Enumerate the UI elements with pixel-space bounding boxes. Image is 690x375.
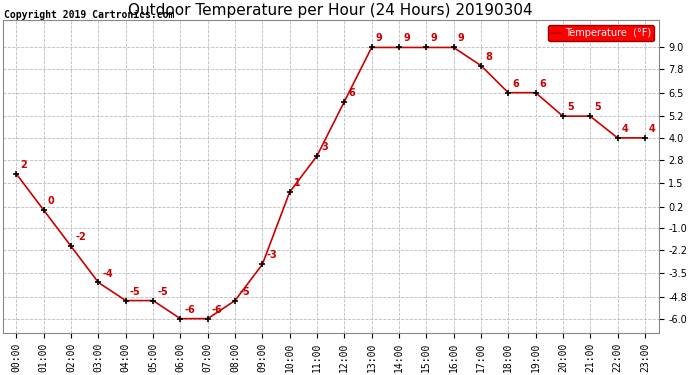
Text: -6: -6 xyxy=(184,304,195,315)
Text: -5: -5 xyxy=(130,286,141,297)
Text: 2: 2 xyxy=(21,160,28,170)
Text: 6: 6 xyxy=(540,79,546,88)
Text: 5: 5 xyxy=(594,102,601,112)
Text: 0: 0 xyxy=(48,196,55,206)
Legend: Temperature  (°F): Temperature (°F) xyxy=(548,25,653,41)
Text: -6: -6 xyxy=(212,304,223,315)
Text: 8: 8 xyxy=(485,51,492,62)
Text: 5: 5 xyxy=(567,102,573,112)
Title: Outdoor Temperature per Hour (24 Hours) 20190304: Outdoor Temperature per Hour (24 Hours) … xyxy=(128,3,533,18)
Text: -4: -4 xyxy=(103,268,113,279)
Text: 1: 1 xyxy=(294,178,301,188)
Text: 3: 3 xyxy=(321,142,328,152)
Text: -2: -2 xyxy=(75,232,86,242)
Text: -5: -5 xyxy=(157,286,168,297)
Text: 9: 9 xyxy=(376,33,382,44)
Text: 4: 4 xyxy=(649,124,655,134)
Text: 9: 9 xyxy=(431,33,437,44)
Text: 6: 6 xyxy=(348,88,355,98)
Text: 9: 9 xyxy=(403,33,410,44)
Text: 4: 4 xyxy=(622,124,629,134)
Text: -3: -3 xyxy=(266,251,277,261)
Text: 9: 9 xyxy=(457,33,464,44)
Text: Copyright 2019 Cartronics.com: Copyright 2019 Cartronics.com xyxy=(4,10,175,20)
Text: 6: 6 xyxy=(513,79,519,88)
Text: -5: -5 xyxy=(239,286,250,297)
